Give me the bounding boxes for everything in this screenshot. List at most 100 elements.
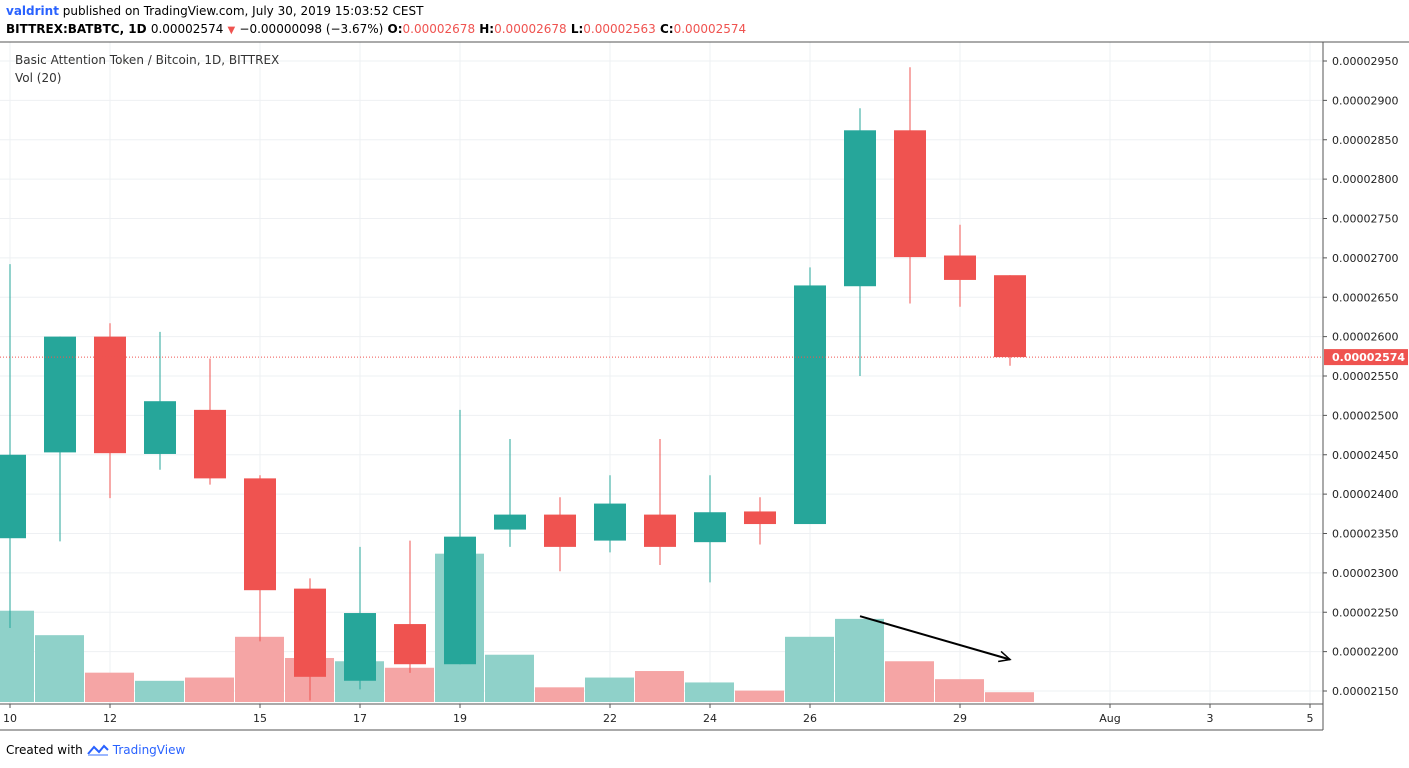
candle	[44, 336, 76, 542]
close-label: C:	[660, 22, 674, 36]
x-tick-label: 22	[603, 712, 617, 725]
candle-body	[144, 401, 176, 454]
volume-bar	[585, 677, 634, 702]
candle	[344, 546, 376, 690]
volume-bar	[485, 654, 534, 702]
candle-body	[994, 275, 1026, 358]
y-tick-label: 0.00002500	[1332, 409, 1398, 422]
x-tick-label: 15	[253, 712, 267, 725]
x-tick-label: 5	[1307, 712, 1314, 725]
candle-body	[344, 613, 376, 681]
y-tick-label: 0.00002450	[1332, 449, 1398, 462]
candle-body	[744, 511, 776, 525]
close-value: 0.00002574	[673, 22, 747, 36]
high-label: H:	[479, 22, 495, 36]
y-tick-label: 0.00002600	[1332, 331, 1398, 344]
candle-body	[544, 514, 576, 547]
candle	[444, 409, 476, 665]
candle	[744, 497, 776, 545]
candle-body	[594, 503, 626, 541]
volume-bar	[385, 667, 434, 702]
volume-bar	[35, 635, 84, 702]
candle	[994, 275, 1026, 366]
x-tick-label: Aug	[1099, 712, 1120, 725]
low-value: 0.00002563	[583, 22, 656, 36]
x-tick-label: 12	[103, 712, 117, 725]
current-price-tag-bg	[1324, 349, 1408, 366]
open-value: 0.00002678	[402, 22, 476, 36]
current-price-tag: 0.00002574	[1324, 349, 1408, 366]
low-label: L:	[570, 22, 584, 36]
volume-bar	[785, 636, 834, 702]
y-tick-label: 0.00002650	[1332, 291, 1398, 304]
candle-body	[0, 454, 26, 539]
volume-bars	[0, 553, 1034, 702]
candle	[94, 323, 126, 499]
y-tick-label: 0.00002800	[1332, 173, 1398, 186]
candle	[194, 358, 226, 485]
symbol-ohlc-line: BITTREX:BATBTC, 1D 0.00002574 ▼ −0.00000…	[6, 22, 746, 36]
candle-body	[244, 478, 276, 591]
x-tick-label: 29	[953, 712, 967, 725]
volume-bar	[135, 680, 184, 702]
y-tick-label: 0.00002200	[1332, 646, 1398, 659]
symbol-label: BITTREX:BATBTC, 1D	[6, 22, 147, 36]
candle-body	[44, 336, 76, 453]
chart-legend-title: Basic Attention Token / Bitcoin, 1D, BIT…	[15, 53, 280, 67]
candle	[0, 264, 26, 628]
x-tick-label: 17	[353, 712, 367, 725]
trend-arrow-head	[998, 650, 1012, 663]
tradingview-brand[interactable]: TradingView	[112, 743, 186, 757]
y-tick-label: 0.00002300	[1332, 567, 1398, 580]
volume-bar	[835, 618, 884, 702]
footer: Created with TradingView	[6, 743, 185, 757]
candle-body	[944, 255, 976, 280]
trend-arrow	[859, 615, 1012, 663]
created-with-label: Created with	[6, 743, 83, 757]
candle	[294, 578, 326, 701]
volume-bar	[735, 690, 784, 702]
tradingview-logo-icon	[87, 744, 109, 756]
publish-info: valdrint published on TradingView.com, J…	[6, 4, 423, 18]
volume-bar	[935, 679, 984, 702]
candle-body	[494, 514, 526, 530]
volume-bar	[535, 687, 584, 702]
y-tick-label: 0.00002750	[1332, 213, 1398, 226]
candle	[894, 67, 926, 304]
high-value: 0.00002678	[494, 22, 567, 36]
x-tick-label: 26	[803, 712, 817, 725]
x-tick-label: 10	[3, 712, 17, 725]
candle	[244, 475, 276, 642]
grid-lines	[0, 42, 1323, 704]
candle-body	[844, 130, 876, 287]
down-arrow-icon: ▼	[227, 25, 236, 36]
y-tick-label: 0.00002350	[1332, 528, 1398, 541]
y-tick-label: 0.00002850	[1332, 134, 1398, 147]
volume-bar	[885, 661, 934, 702]
open-label: O:	[387, 22, 403, 36]
candle-body	[644, 514, 676, 547]
candle-body	[694, 512, 726, 543]
y-tick-label: 0.00002950	[1332, 55, 1398, 68]
candle-body	[94, 336, 126, 454]
author-name[interactable]: valdrint	[6, 4, 59, 18]
volume-bar	[85, 672, 134, 702]
candle	[394, 540, 426, 673]
candle-body	[894, 130, 926, 258]
candle-body	[794, 285, 826, 525]
candle	[844, 108, 876, 376]
candle	[694, 475, 726, 583]
volume-bar	[985, 692, 1034, 702]
candle-body	[394, 624, 426, 665]
overlay	[0, 356, 1323, 663]
last-price: 0.00002574	[150, 22, 224, 36]
candle-body	[444, 536, 476, 665]
candle	[544, 497, 576, 572]
current-price-tag-label: 0.00002574	[1332, 351, 1405, 364]
y-tick-label: 0.00002150	[1332, 685, 1398, 698]
volume-bar	[185, 677, 234, 702]
volume-bar	[0, 610, 34, 702]
candle	[594, 475, 626, 553]
x-tick-label: 19	[453, 712, 467, 725]
